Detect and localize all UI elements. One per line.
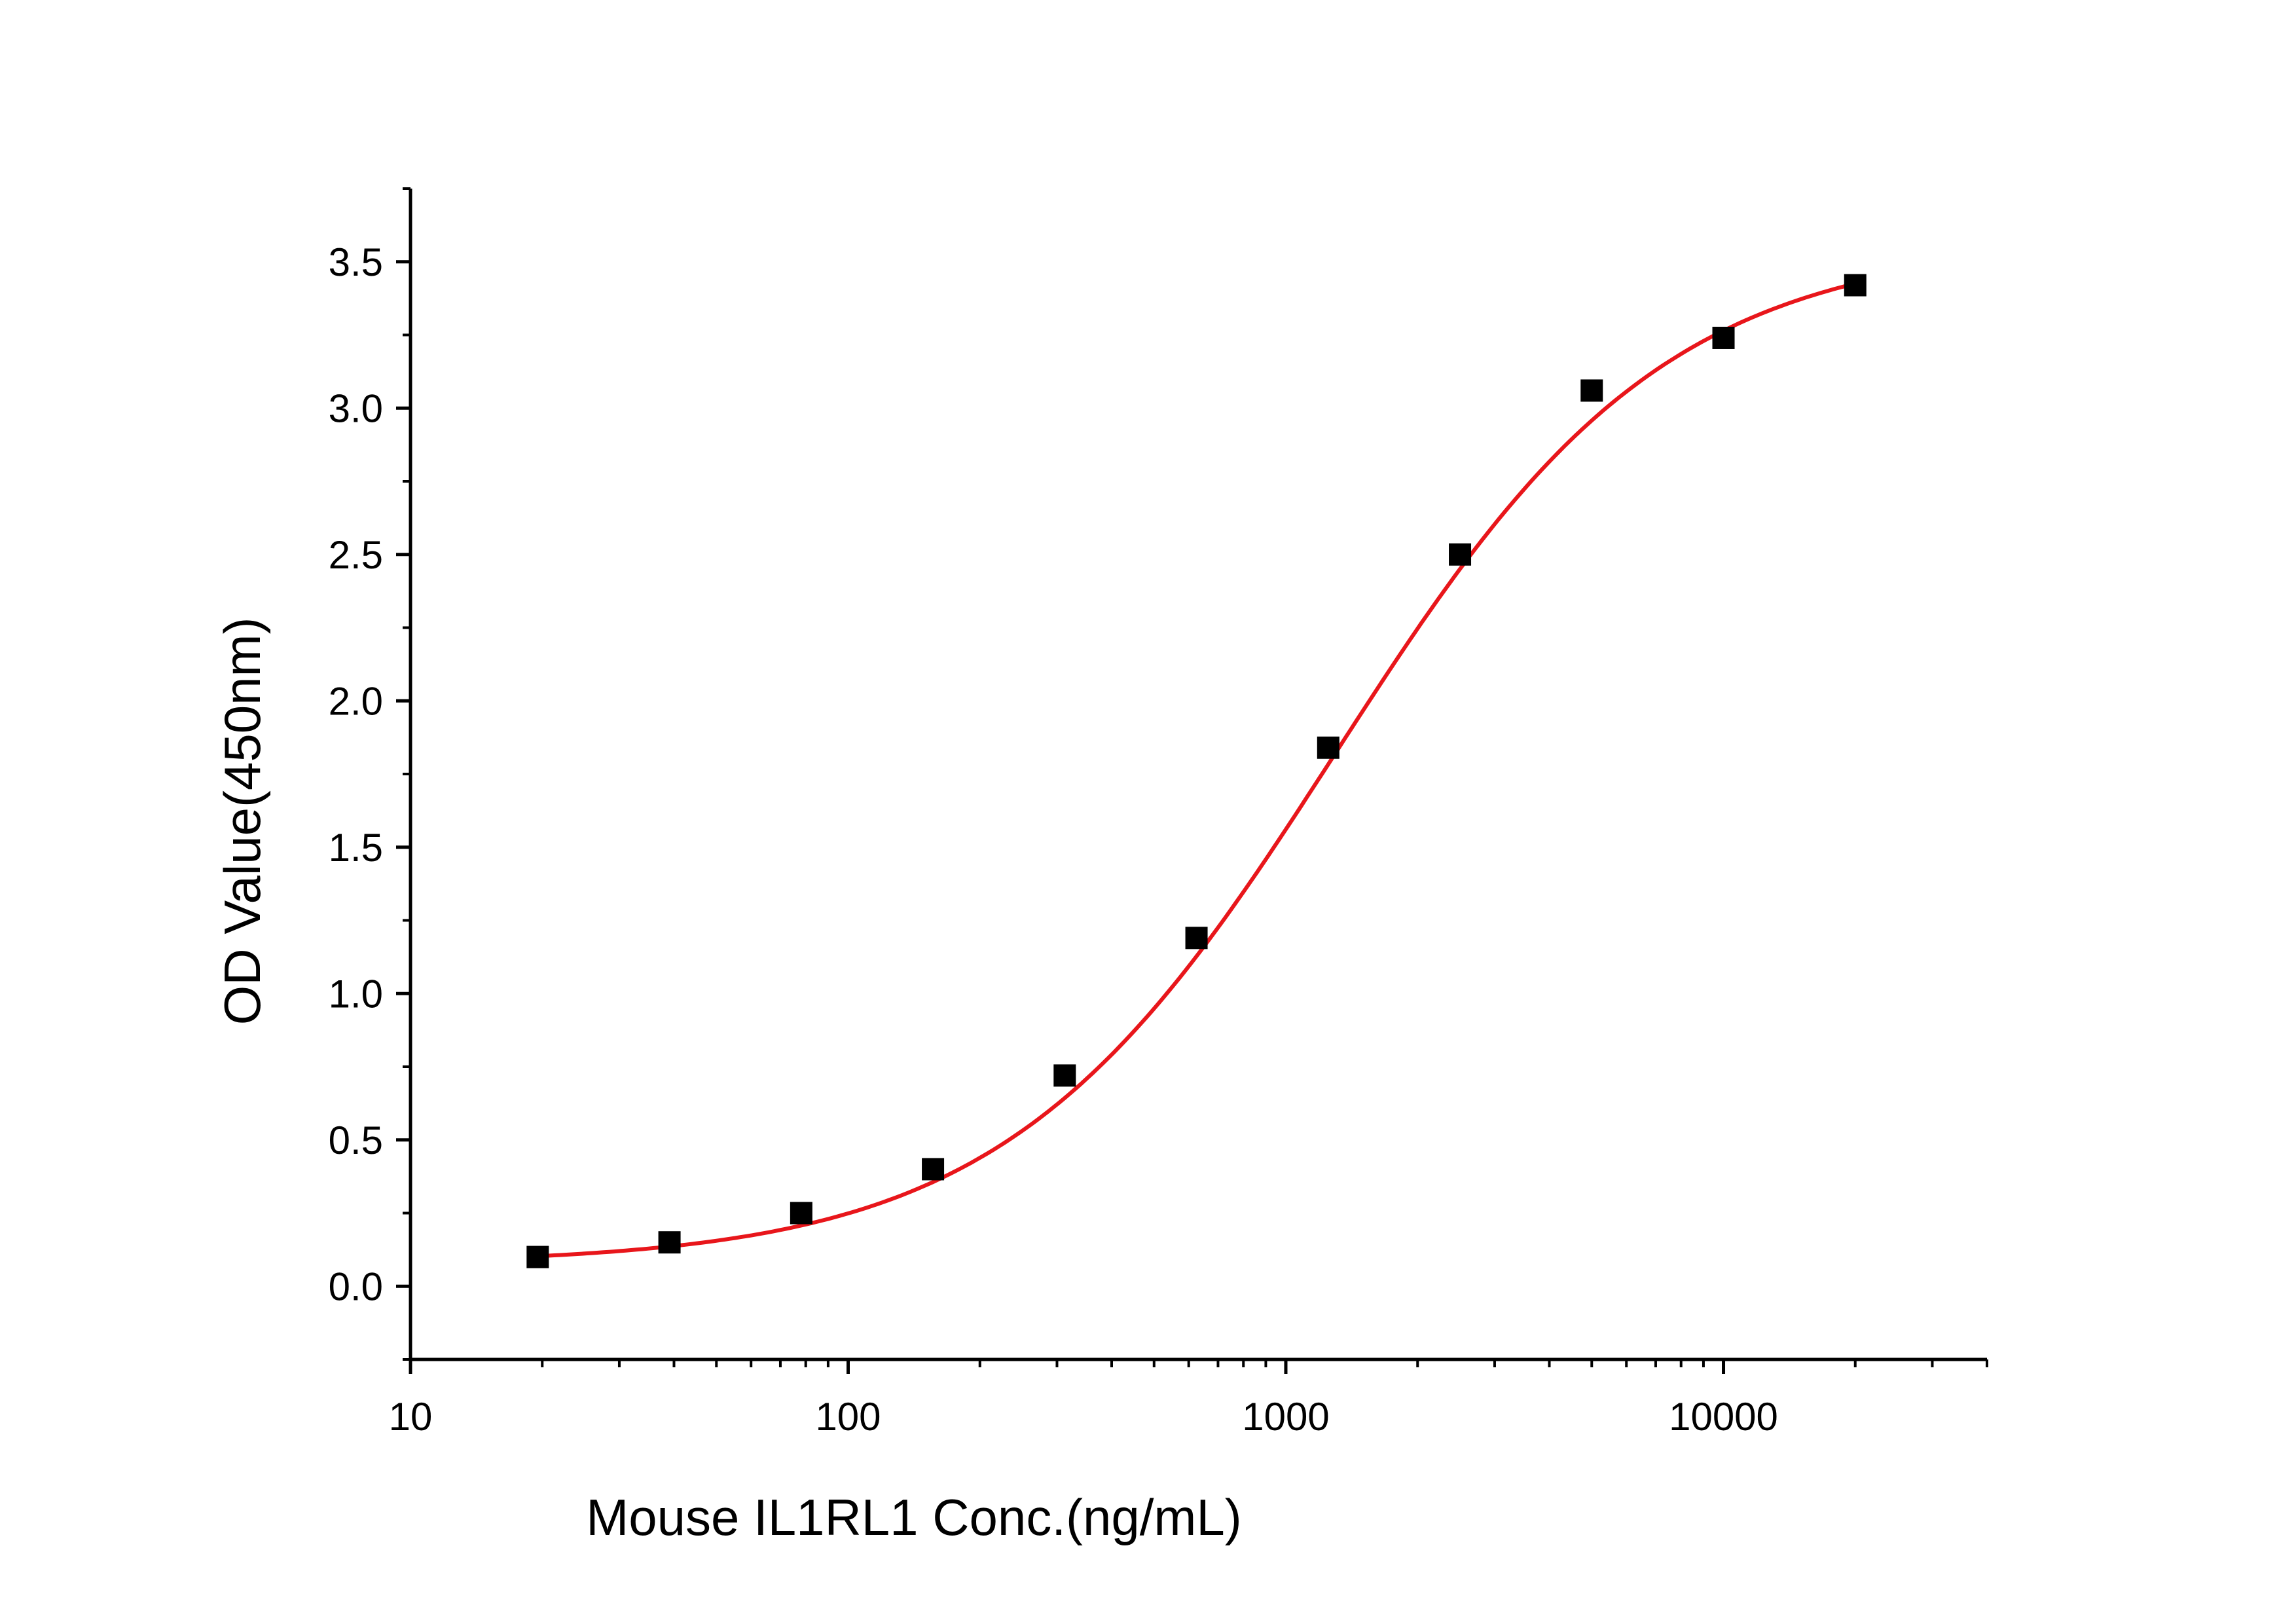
y-tick-label: 0.0 [329,1264,383,1308]
y-tick-label: 3.0 [329,386,383,430]
y-tick-label: 0.5 [329,1118,383,1162]
x-tick-label: 100 [815,1395,881,1439]
data-point [1844,274,1867,297]
data-point [658,1231,681,1254]
tick-labels: 0.0 0.5 1.0 1.5 2.0 2.5 3.0 3.5 10 100 1000 10000 [329,240,1778,1439]
data-point [1185,927,1208,950]
data-point [526,1246,549,1268]
data-point [1449,543,1472,566]
data-point [1580,379,1603,402]
x-tick-label: 10000 [1669,1395,1778,1439]
data-point [790,1202,812,1225]
ticks [396,187,1988,1374]
fit-curve-layer [538,282,1856,1259]
y-tick-label: 2.5 [329,533,383,577]
fit-curve [538,282,1856,1259]
data-point [1053,1064,1076,1087]
data-point [1712,326,1735,349]
x-tick-label: 1000 [1242,1395,1329,1439]
axes [409,189,1987,1361]
data-points-layer [526,274,1867,1268]
y-tick-label: 1.5 [329,826,383,870]
y-axis-title: OD Value(450nm) [213,618,271,1025]
y-tick-label: 2.0 [329,679,383,723]
data-point [922,1158,945,1181]
y-tick-label: 3.5 [329,240,383,284]
x-axis-title: Mouse IL1RL1 Conc.(ng/mL) [586,1488,1241,1546]
x-tick-label: 10 [389,1395,433,1439]
data-point [1317,736,1339,759]
y-tick-label: 1.0 [329,972,383,1016]
